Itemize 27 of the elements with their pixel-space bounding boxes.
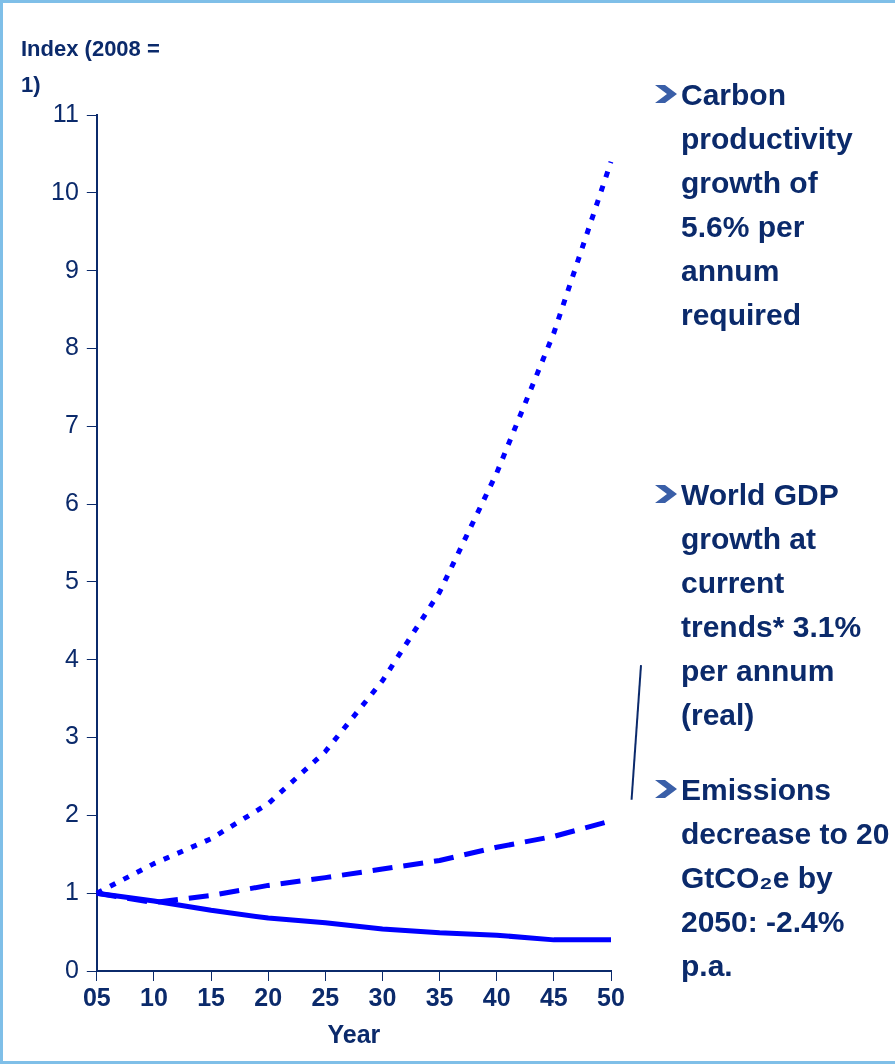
y-tick-label: 6 xyxy=(64,487,79,516)
y-tick-label: 0 xyxy=(64,954,79,983)
text: World GDP growth at current trends* 3.1% per annum (real) xyxy=(681,478,862,731)
y-tick-label: 8 xyxy=(64,332,79,361)
x-tick-label: 10 xyxy=(140,982,168,1011)
x-tick-label: 20 xyxy=(254,982,283,1011)
y-tick-label: 10 xyxy=(51,176,79,205)
y-tick-label: 1 xyxy=(64,877,79,906)
text: Emissions decrease to 20 GtCO₂e by 2050: -2.4% p.a. xyxy=(681,773,890,982)
x-tick-label: 40 xyxy=(482,982,511,1011)
x-axis-title: Year xyxy=(327,1019,381,1048)
y-tick-label: 11 xyxy=(52,98,79,127)
y-tick-label: 9 xyxy=(64,254,79,283)
x-tick-label: 35 xyxy=(425,982,454,1011)
y-tick-label: 7 xyxy=(64,410,79,439)
x-tick-label: 30 xyxy=(368,982,397,1011)
x-tick-label: 25 xyxy=(311,982,340,1011)
y-tick-label: 4 xyxy=(64,643,79,672)
x-tick-label: 15 xyxy=(197,982,226,1011)
text: Carbon productivity growth of 5.6% per annum required xyxy=(681,78,853,331)
x-tick-label: 50 xyxy=(597,982,625,1011)
y-tick-label: 3 xyxy=(64,721,79,750)
y-tick-label: 5 xyxy=(64,565,79,594)
x-tick-label: 05 xyxy=(82,982,111,1011)
x-tick-label: 45 xyxy=(539,982,568,1011)
y-axis-title: Index (2008 = 1) xyxy=(21,36,160,97)
y-tick-label: 2 xyxy=(64,799,79,828)
